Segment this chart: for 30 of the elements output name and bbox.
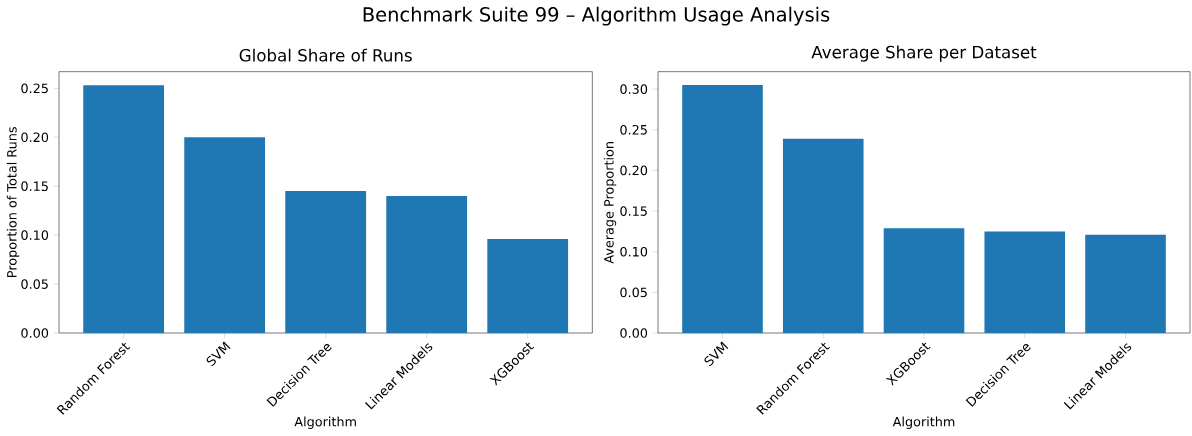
y-axis-title: Proportion of Total Runs (6, 127, 20, 277)
bar (83, 85, 165, 333)
text: Benchmark Suite 99 – Algorithm Usage Analysis (363, 6, 830, 26)
chart-title: Global Share of Runs (239, 48, 412, 62)
y-tick-label: 0.25 (21, 83, 48, 94)
bar (782, 138, 864, 333)
bar (487, 239, 569, 333)
bar (184, 137, 266, 333)
x-axis-title: Algorithm (294, 416, 356, 429)
y-tick-label: 0.10 (620, 246, 648, 257)
y-tick-label: 0.05 (21, 279, 48, 289)
y-tick-label: 0.20 (21, 132, 49, 143)
x-axis-title: Algorithm (892, 416, 955, 429)
bar (984, 231, 1066, 333)
y-tick-label: 0.00 (21, 328, 49, 338)
chart-title: Average Share per Dataset (811, 45, 1037, 62)
y-tick-label: 0.30 (620, 84, 648, 94)
bar (883, 228, 965, 333)
bar (682, 85, 763, 333)
y-tick-label: 0.25 (620, 124, 647, 135)
y-tick-label: 0.00 (620, 328, 648, 338)
y-tick-label: 0.10 (21, 230, 49, 240)
bar (1085, 234, 1166, 333)
y-tick-label: 0.05 (620, 287, 647, 298)
y-tick-label: 0.15 (21, 181, 48, 192)
bar (386, 195, 468, 333)
y-axis-title: Average Proportion (603, 142, 617, 264)
y-tick-label: 0.20 (620, 165, 648, 176)
y-tick-label: 0.15 (620, 206, 647, 216)
bar (285, 191, 367, 333)
